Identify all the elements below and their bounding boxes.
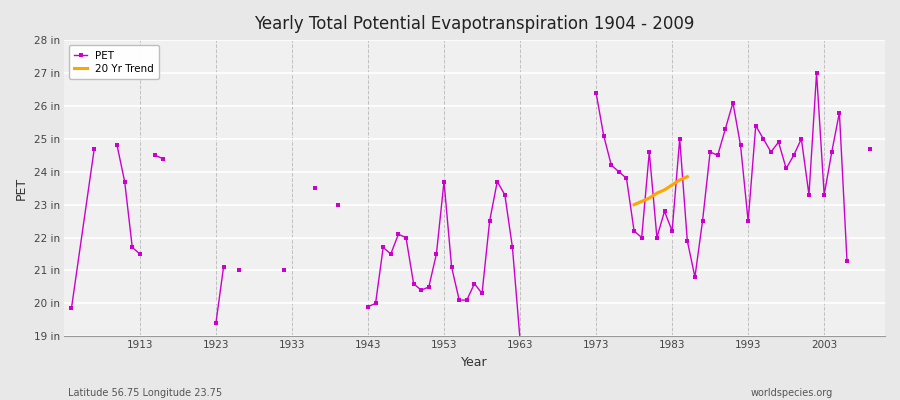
20 Yr Trend [667,182,678,187]
20 Yr Trend [652,191,662,196]
PET [804,192,814,197]
Y-axis label: PET: PET [15,177,28,200]
Line: 20 Yr Trend: 20 Yr Trend [634,177,688,205]
PET [66,306,77,311]
20 Yr Trend [636,199,647,204]
PET [842,258,852,263]
Title: Yearly Total Potential Evapotranspiration 1904 - 2009: Yearly Total Potential Evapotranspiratio… [254,15,695,33]
Text: worldspecies.org: worldspecies.org [751,388,833,398]
20 Yr Trend [659,188,670,192]
20 Yr Trend [682,174,693,179]
Text: Latitude 56.75 Longitude 23.75: Latitude 56.75 Longitude 23.75 [68,388,221,398]
20 Yr Trend [644,196,654,200]
20 Yr Trend [629,202,640,207]
X-axis label: Year: Year [461,356,488,369]
PET [864,146,875,151]
PET [477,291,488,296]
PET [112,143,122,148]
Line: PET: PET [69,71,871,341]
Legend: PET, 20 Yr Trend: PET, 20 Yr Trend [69,45,159,79]
20 Yr Trend [674,178,685,182]
